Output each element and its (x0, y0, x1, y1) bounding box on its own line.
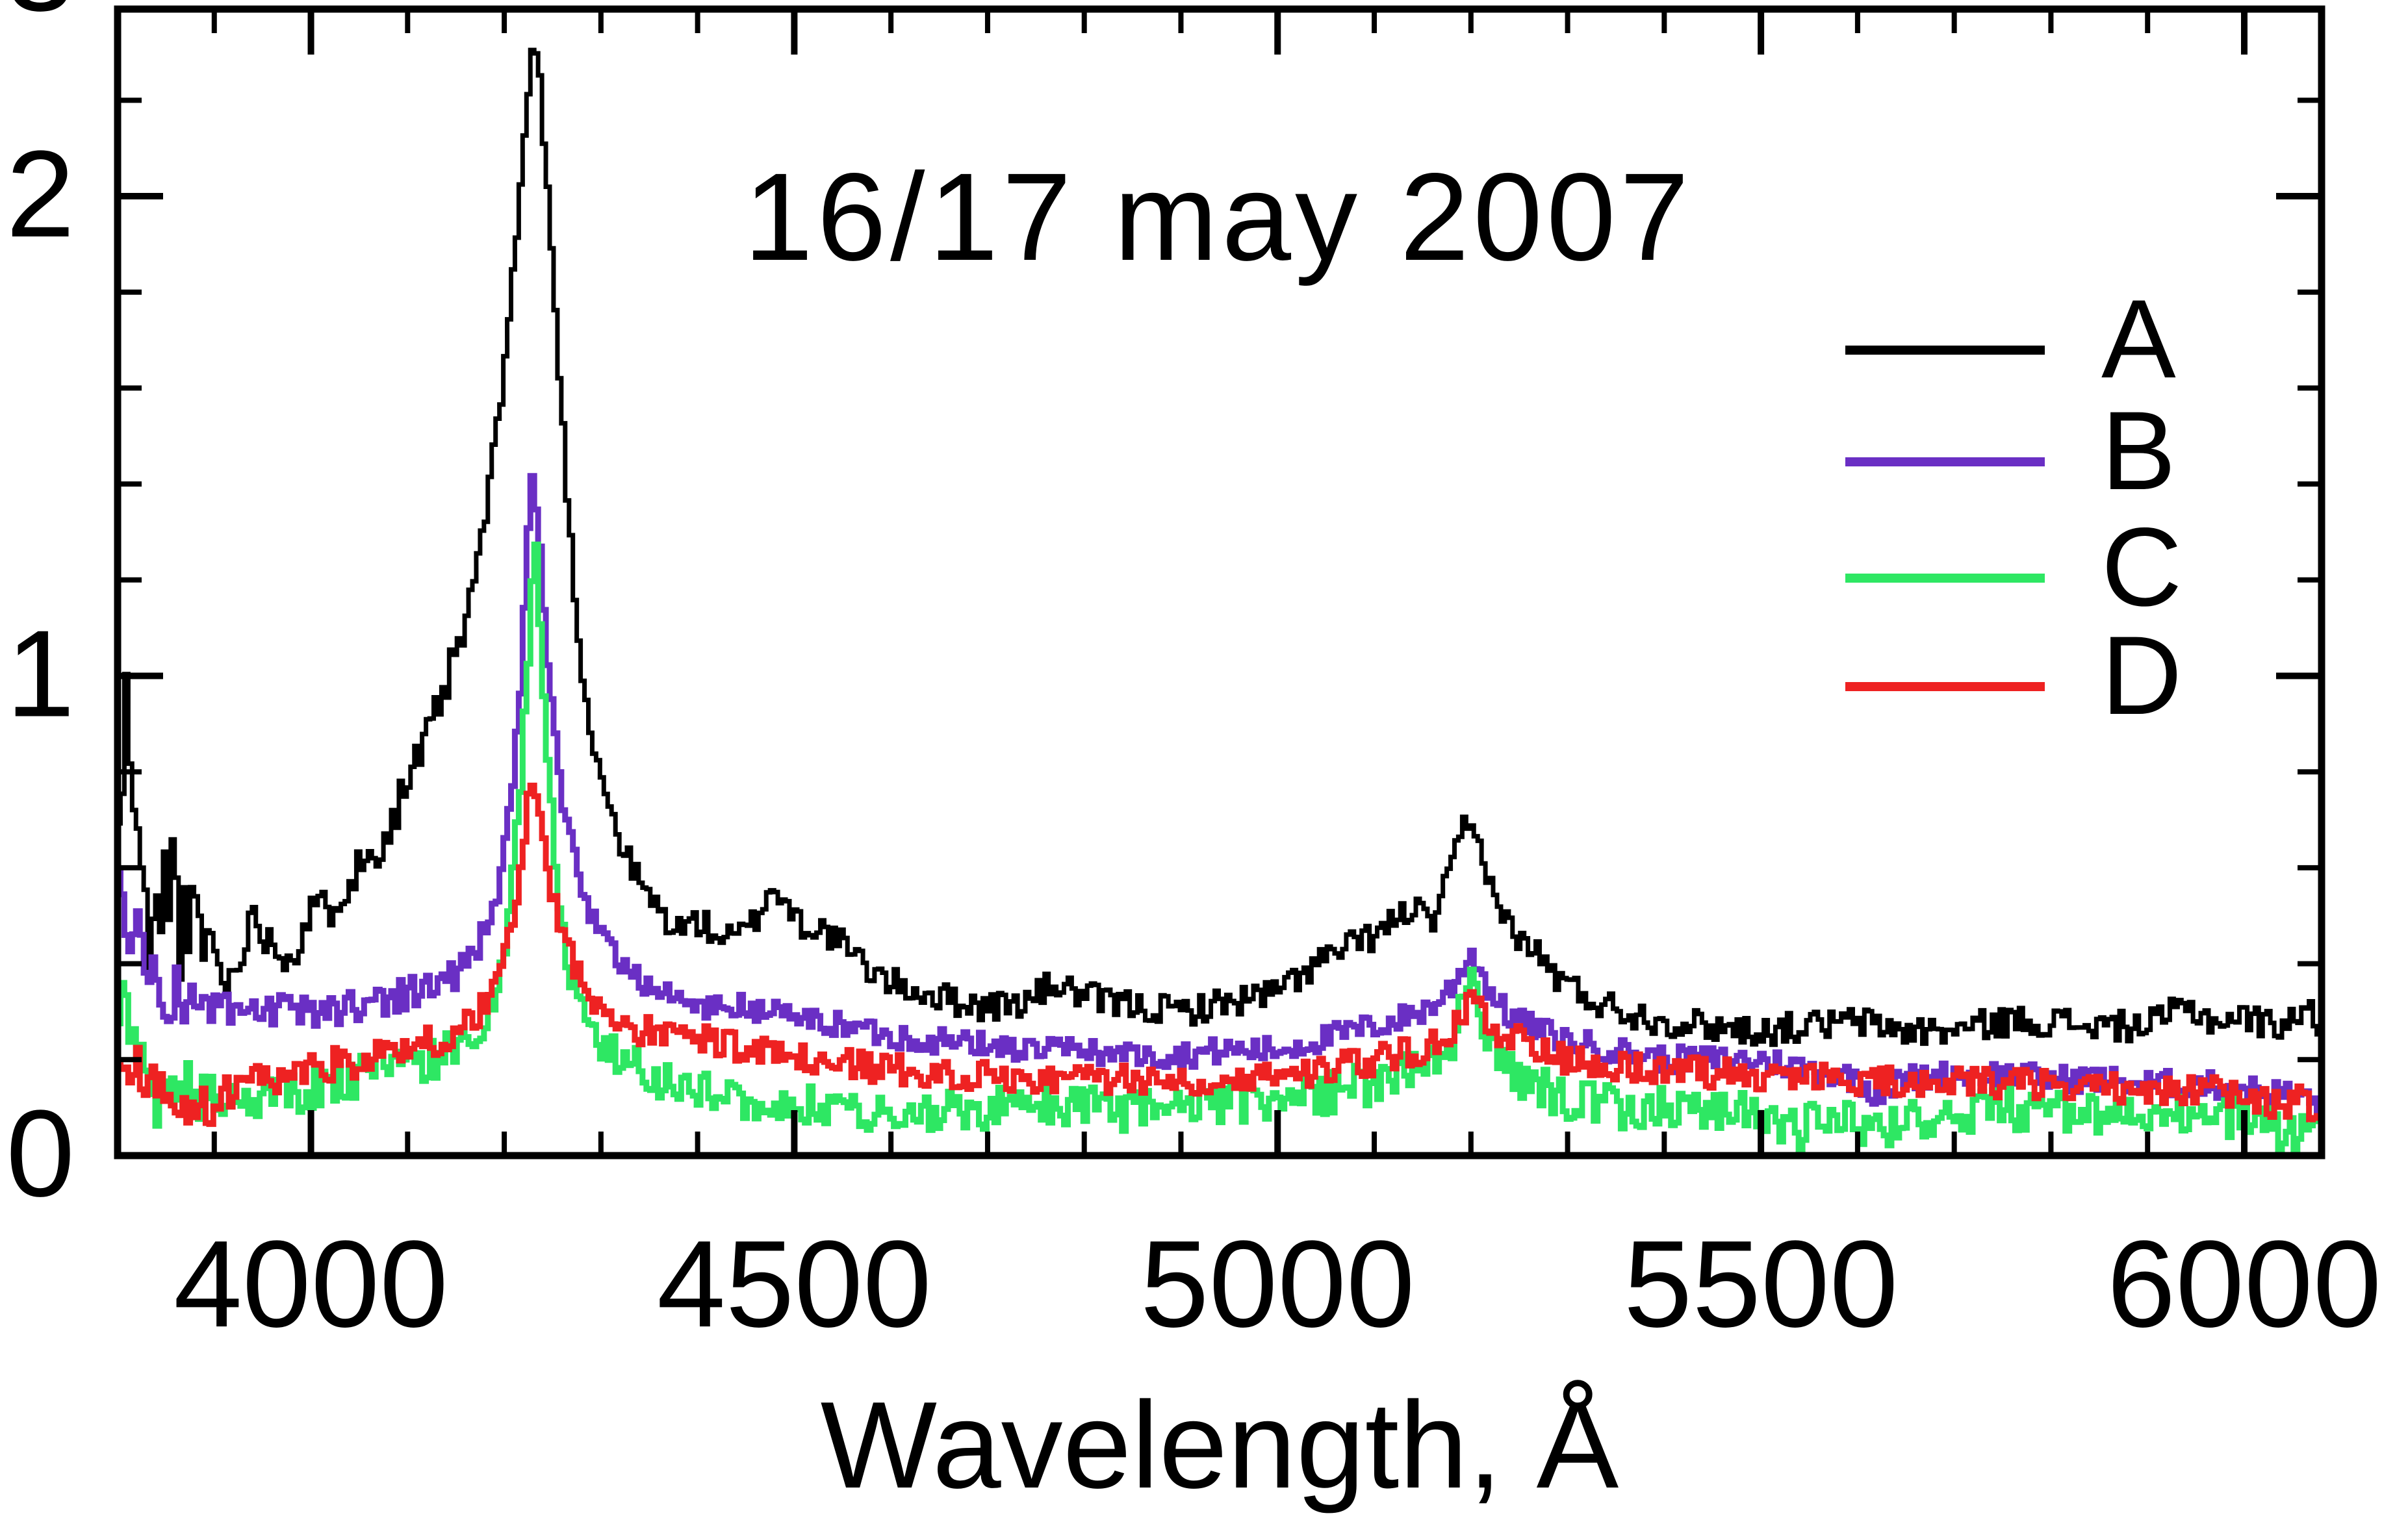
y-tick-label: 2 (6, 125, 75, 263)
x-axis-label: Wavelength, Å (821, 1376, 1619, 1514)
y-tick-label: 0 (6, 1085, 75, 1222)
x-tick-labels: 4000 4500 5000 5500 6000 (173, 1215, 2381, 1353)
x-tick-label: 6000 (2107, 1215, 2382, 1353)
spectra-curves (116, 47, 2321, 1158)
legend-label-D: D (2101, 613, 2182, 738)
legend-label-A: A (2101, 277, 2176, 401)
legend-label-B: B (2101, 388, 2176, 513)
series-A-curve (116, 47, 2321, 1047)
y-tick-labels: 0 1 2 (6, 125, 75, 1222)
series-D-curve (116, 782, 2321, 1127)
x-tick-label: 5500 (1624, 1215, 1899, 1353)
chart-title: 16/17 may 2007 (744, 147, 1693, 286)
legend-label-C: C (2101, 505, 2182, 629)
x-tick-label: 4500 (657, 1215, 932, 1353)
x-tick-label: 4000 (173, 1215, 448, 1353)
plot-frame (114, 5, 2325, 1159)
cropped-y-tick-label: 3 (6, 0, 75, 37)
x-tick-label: 5000 (1140, 1215, 1415, 1353)
y-tick-label: 1 (6, 605, 75, 743)
axis-ticks (121, 12, 2318, 1152)
